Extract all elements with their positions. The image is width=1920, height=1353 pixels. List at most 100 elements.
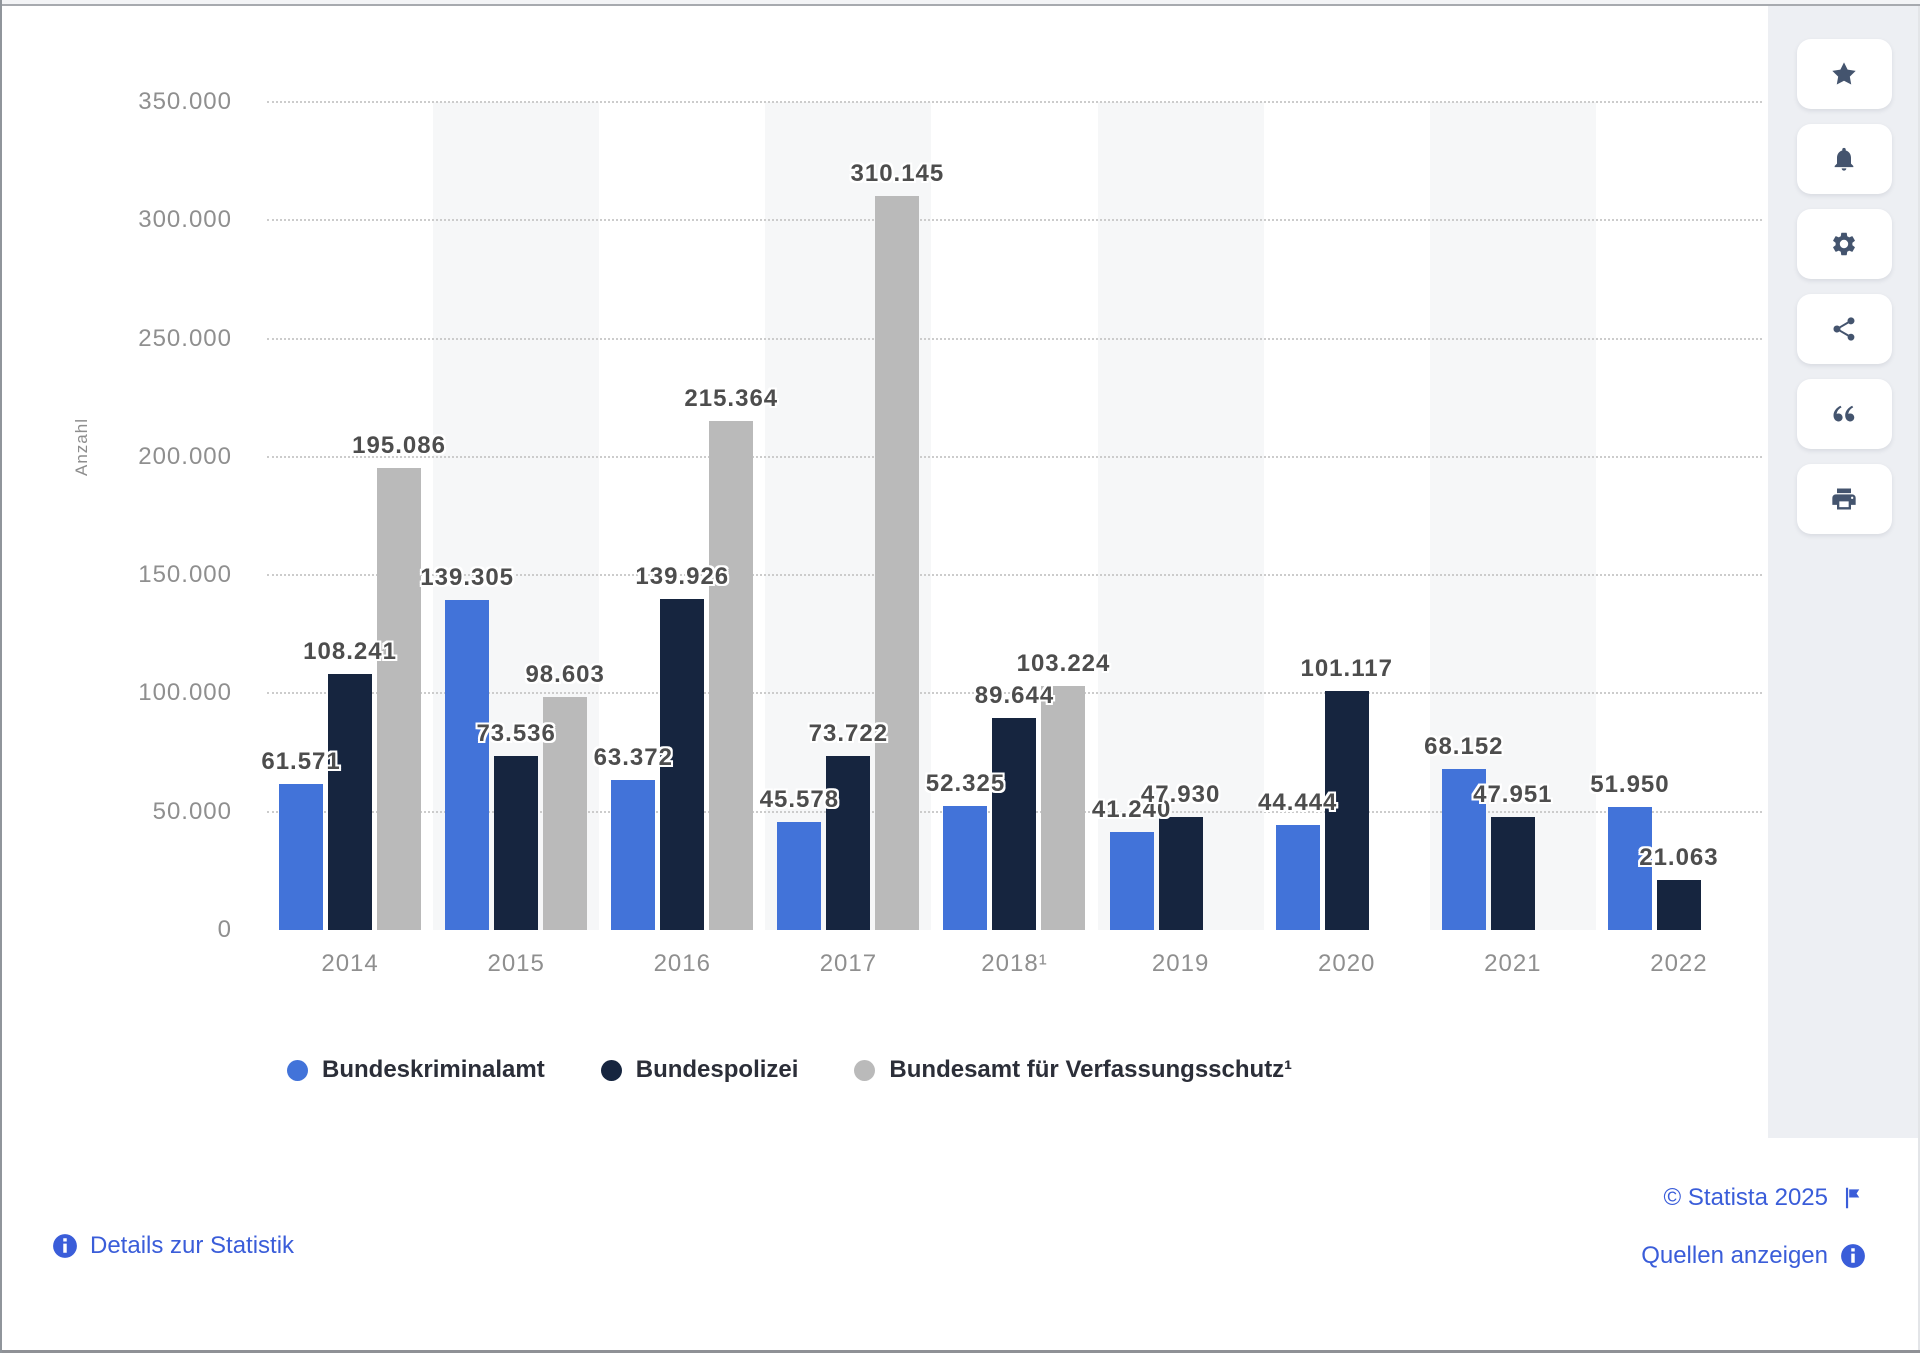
bar-bundeskriminalamt-2019[interactable] [1109,832,1154,930]
x-tick-label: 2018¹ [981,950,1048,977]
bar-slot [1706,102,1750,930]
gridline [267,219,1762,222]
window-right-border [1918,0,1920,1353]
bar-bundeskriminalamt-2017[interactable] [777,822,822,930]
bar-group-2018: 52.325 89.644 103.224 [926,102,1109,930]
gear-icon [1833,232,1855,256]
y-tick-label: 50.000 [152,797,232,825]
legend-marker [287,1059,308,1081]
legend-item-bundeskriminalamt[interactable]: Bundeskriminalamt [287,1056,545,1084]
x-tick-label: 2020 [1318,950,1376,977]
bar-bundeskriminalamt-2015[interactable] [445,600,490,930]
bar-group-2016: 63.372 139.926 215.364 [594,102,777,930]
y-axis-tick-labels: 0 50.000 100.000 150.000 200.000 250.000 300.0… [42,88,232,943]
window-bottom-border [2,1350,1920,1353]
cite-button[interactable] [1796,379,1892,449]
bar-value-label: 139.305 [420,564,515,592]
bar-slot: 139.305 [420,102,513,930]
bar-bundespolizei-2019[interactable] [1158,816,1203,930]
bar-value-label: 310.145 [850,160,945,188]
bar-slot: 195.086 [352,102,445,930]
legend-marker [600,1059,622,1081]
y-tick-label: 300.000 [138,206,232,234]
notifications-button[interactable] [1796,124,1892,194]
x-tick-label: 2016 [653,950,711,977]
bar-bundeskriminalamt-2016[interactable] [611,780,656,930]
bar-slot: 68.152 [1424,102,1503,930]
bar-bundespolizei-2020[interactable] [1324,690,1369,930]
bar-value-label: 21.063 [1639,844,1719,872]
bar-bundespolizei-2018[interactable] [992,717,1037,930]
gridline [267,692,1762,695]
x-tick-label: 2022 [1650,950,1708,977]
bar-verfassungsschutz-2018[interactable] [1041,685,1086,930]
share-button[interactable] [1796,294,1892,364]
bar-value-label: 52.325 [925,770,1006,798]
bar-group-2015: 139.305 73.536 98.603 [420,102,604,930]
bar-bundespolizei-2016[interactable] [660,598,705,930]
bar-group-2021: 68.152 47.951 [1424,102,1596,930]
x-tick-label: 2015 [487,950,545,977]
bar-group-2014: 61.571 108.241 195.086 [261,102,445,930]
copyright-label: © Statista 2025 [1663,1184,1828,1211]
bar-slot: 101.117 [1300,102,1392,930]
legend-item-bundespolizei[interactable]: Bundespolizei [600,1056,798,1084]
details-link[interactable]: Details zur Statistik [52,1232,294,1260]
x-tick-label: 2019 [1151,950,1210,977]
settings-button[interactable] [1796,209,1892,279]
bar-value-label: 63.372 [593,744,673,772]
bar-value-label: 215.364 [684,384,779,412]
x-axis-tick-row: 2014 2015 2016 2017 2018¹ 2019 2020 2021 2022 [267,950,1762,978]
copyright-link[interactable]: © Statista 2025 [1664,1184,1866,1212]
bar-verfassungsschutz-2014[interactable] [377,468,422,930]
y-tick-label: 100.000 [138,679,232,707]
bar-value-label: 108.241 [303,637,397,665]
bar-verfassungsschutz-2016[interactable] [709,420,754,930]
legend-item-verfassungsschutz[interactable]: Bundesamt für Verfassungsschutz¹ [854,1056,1292,1084]
bar-bundespolizei-2022[interactable] [1656,880,1701,930]
bar-value-label: 139.926 [635,562,730,590]
x-tick-label: 2021 [1484,950,1542,977]
bell-icon [1834,147,1854,171]
legend-label: Bundeskriminalamt [322,1056,545,1083]
bar-bundespolizei-2015[interactable] [494,756,539,930]
y-tick-label: 150.000 [138,561,232,589]
bar-bundespolizei-2017[interactable] [826,755,871,930]
bar-value-label: 44.444 [1258,788,1338,816]
bar-slot: 73.536 [476,102,555,930]
bar-slot: 51.950 [1590,102,1669,930]
share-icon [1833,317,1855,341]
bar-slot [1374,102,1418,930]
bar-slot: 47.951 [1473,102,1552,930]
flag-icon [1845,1187,1860,1209]
gridline [267,101,1762,103]
sources-link[interactable]: Quellen anzeigen [1641,1242,1866,1270]
sources-link-label: Quellen anzeigen [1641,1242,1828,1269]
bar-bundeskriminalamt-2020[interactable] [1275,824,1320,930]
y-tick-label: 0 [217,916,232,943]
print-button[interactable] [1796,464,1892,534]
bar-value-label: 73.722 [808,719,889,747]
bar-bundeskriminalamt-2022[interactable] [1607,807,1652,930]
bar-verfassungsschutz-2015[interactable] [543,696,588,930]
bar-verfassungsschutz-2017[interactable] [875,196,920,930]
bar-bundeskriminalamt-2021[interactable] [1441,768,1486,930]
bar-slot: 310.145 [850,102,943,930]
bar-slot: 21.063 [1639,102,1718,930]
bar-bundeskriminalamt-2014[interactable] [279,784,324,930]
x-tick-label: 2017 [819,950,878,977]
plot-area: 61.571 108.241 195.086 139.305 73.536 98.603 6… [261,101,1762,930]
gridline [267,337,1762,340]
favorite-button[interactable] [1796,39,1892,109]
bar-slot: 63.372 [594,102,672,930]
bar-value-label: 51.950 [1590,771,1670,799]
bar-bundeskriminalamt-2018[interactable] [943,806,988,930]
star-icon [1832,62,1856,85]
bar-bundespolizei-2021[interactable] [1490,816,1535,930]
bar-value-label: 73.536 [476,720,556,748]
bar-value-label: 98.603 [525,660,605,688]
bar-bundespolizei-2014[interactable] [328,673,373,930]
y-tick-label: 200.000 [138,442,232,470]
bar-slot: 103.224 [1017,102,1109,930]
